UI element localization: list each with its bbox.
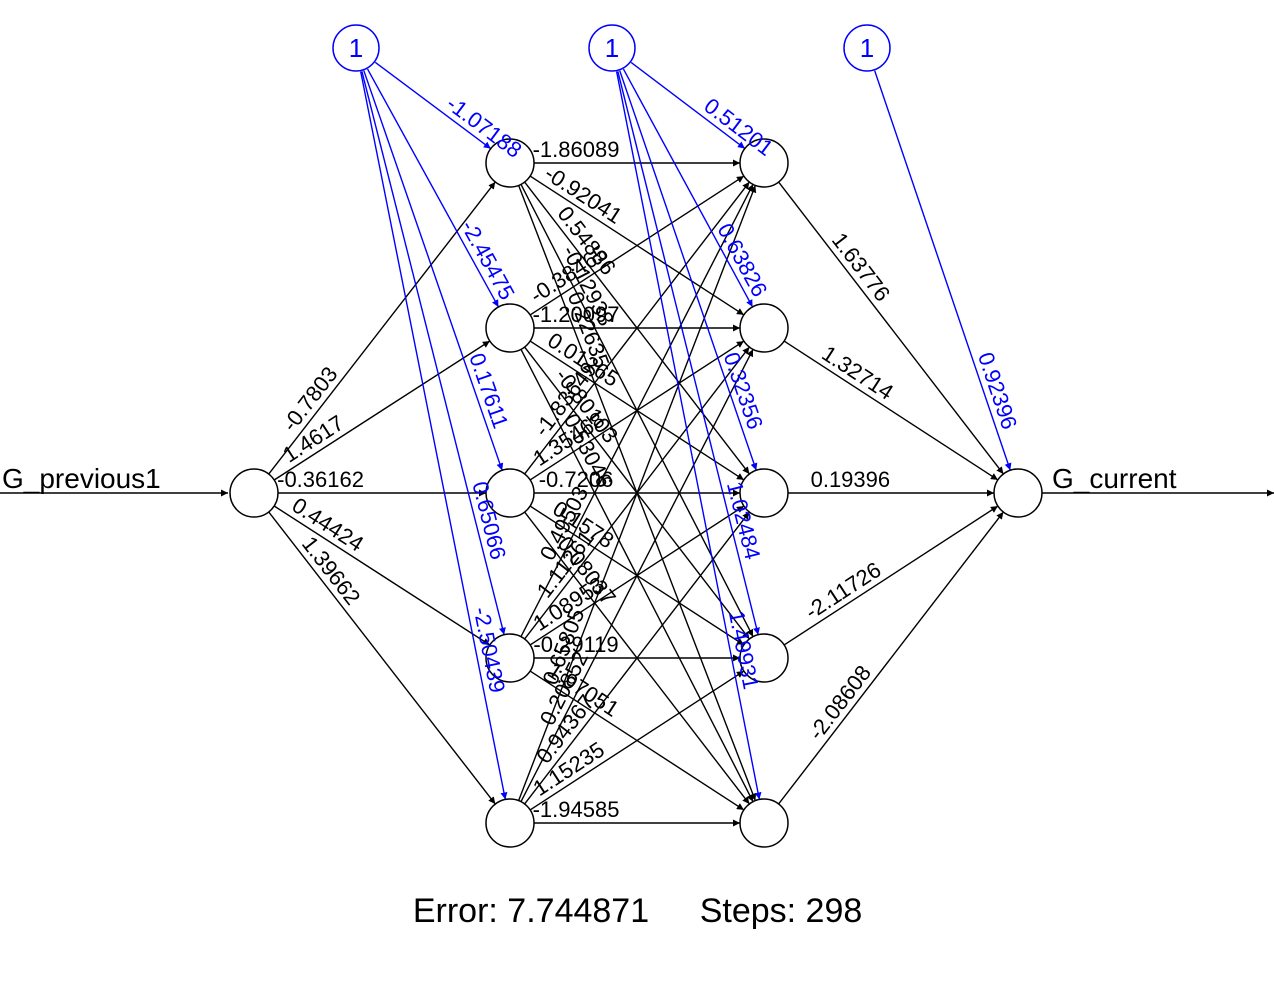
- input-node: [229, 468, 279, 518]
- weight-bias1-h1-3: 0.17611: [464, 350, 513, 432]
- weight-bias2-h2-1: 0.51201: [699, 93, 778, 161]
- edge-bias2-h2-5: [615, 71, 762, 800]
- output-label: G_current: [1052, 463, 1177, 494]
- hidden1-node-2: [485, 303, 535, 353]
- weight-h1-3-h2-3: -0.7206: [539, 467, 614, 492]
- edge-bias2-h2-1: [630, 61, 746, 150]
- node-layer: 1 1 1: [229, 24, 1043, 848]
- output-node: [993, 468, 1043, 518]
- weight-h2-output-2: 1.32714: [818, 341, 898, 405]
- bias-node-2: [588, 24, 636, 72]
- hidden2-node-1: [739, 138, 789, 188]
- edge-bias1-h1-4: [361, 71, 506, 635]
- hidden1-node-3: [485, 468, 535, 518]
- edge-h1-4-h2-1: [520, 184, 754, 637]
- input-label: G_previous1: [2, 463, 161, 494]
- connection-layer: [0, 61, 1274, 827]
- weight-bias1-h1-1: -1.07188: [442, 91, 527, 163]
- weight-bias1-h1-2: -2.45475: [456, 216, 520, 304]
- weight-bias3-output: 0.92396: [973, 349, 1022, 432]
- hidden2-node-5: [739, 798, 789, 848]
- bias-node-label-2: 1: [605, 33, 619, 63]
- weight-h1-4-h2-4: -0.29119: [533, 632, 618, 657]
- weight-input-h1-3: -0.36162: [277, 467, 364, 492]
- weight-bias2-h2-3: 0.32356: [719, 349, 768, 432]
- hidden2-node-3: [739, 468, 789, 518]
- edge-h2-output-4: [783, 505, 999, 646]
- edge-input-h1-1: [268, 181, 496, 475]
- edge-input-h1-2: [273, 340, 491, 481]
- weight-label-layer: -0.78031.4617-0.361620.444241.39662-1.86…: [2, 91, 1177, 822]
- weight-h2-output-5: -2.08608: [803, 661, 876, 745]
- bias-node-label-3: 1: [860, 33, 874, 63]
- bias-node-3: [843, 24, 891, 72]
- edge-bias2-h2-3: [619, 70, 758, 471]
- edge-h1-5-h2-2: [520, 349, 754, 802]
- edge-h1-2-h2-1: [529, 175, 745, 316]
- weight-h1-2-h2-2: -1.20097: [533, 302, 620, 327]
- edge-h2-output-5: [778, 511, 1004, 805]
- edge-bias1-h1-3: [363, 70, 504, 471]
- edge-bias1-h1-2: [366, 68, 500, 308]
- edge-h1-5-h2-1: [517, 185, 757, 801]
- edge-input-h1-4: [273, 505, 491, 646]
- bias-node-label-1: 1: [349, 33, 363, 63]
- weight-h1-1-h2-1: -1.86089: [533, 137, 620, 162]
- hidden1-node-5: [485, 798, 535, 848]
- hidden1-node-4: [485, 633, 535, 683]
- edge-bias2-h2-4: [617, 71, 760, 635]
- edge-bias2-h2-2: [622, 68, 754, 308]
- hidden2-node-2: [739, 303, 789, 353]
- steps-label: Steps: 298: [700, 892, 863, 930]
- error-label: Error: 7.744871: [413, 892, 649, 930]
- hidden1-node-1: [485, 138, 535, 188]
- weight-h1-5-h2-5: -1.94585: [533, 797, 620, 822]
- edge-bias3-output: [874, 70, 1012, 471]
- hidden2-node-4: [739, 633, 789, 683]
- edge-bias1-h1-5: [359, 71, 508, 800]
- weight-h2-output-3: 0.19396: [811, 467, 891, 492]
- edge-h2-output-2: [783, 340, 999, 481]
- bias-node-1: [332, 24, 380, 72]
- edge-h1-5-h2-4: [529, 670, 745, 811]
- edge-h2-output-1: [778, 181, 1004, 475]
- edge-bias1-h1-1: [374, 61, 492, 150]
- edge-input-h1-5: [268, 511, 496, 805]
- weight-h2-output-4: -2.11726: [800, 557, 885, 624]
- weight-h2-output-1: 1.63776: [827, 228, 895, 306]
